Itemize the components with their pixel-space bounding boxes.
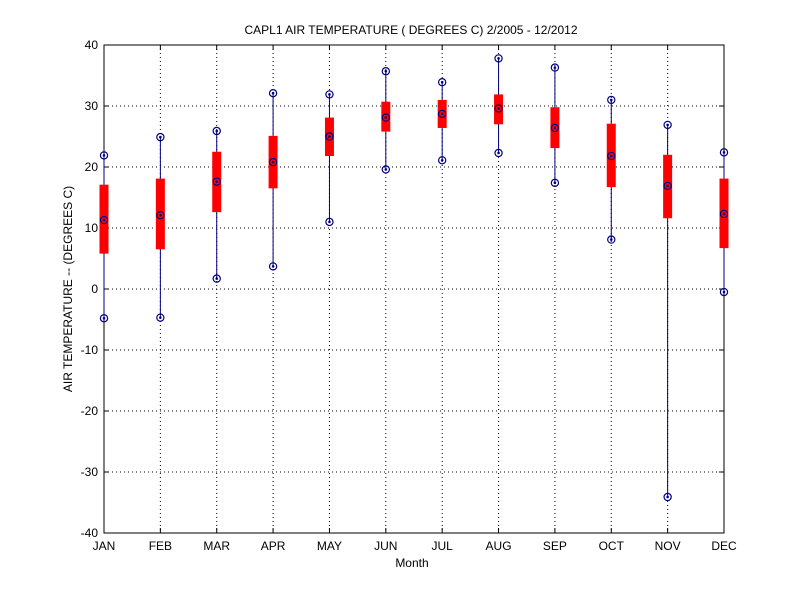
median-marker-jun xyxy=(381,113,391,122)
y-tick-label: 30 xyxy=(85,99,99,113)
min-marker-dot-jan xyxy=(102,316,106,320)
y-tick-label: -20 xyxy=(81,404,99,418)
max-marker-dot-apr xyxy=(271,91,275,95)
median-marker-sep xyxy=(550,123,560,133)
min-marker-dot-aug xyxy=(497,151,500,155)
x-tick-label: JUN xyxy=(374,539,397,553)
max-marker-dot-oct xyxy=(609,98,613,102)
median-marker-dot-oct xyxy=(609,154,613,158)
max-marker-dot-jul xyxy=(440,80,444,84)
x-tick-label: APR xyxy=(261,539,286,553)
min-marker-dot-nov xyxy=(666,495,669,499)
median-marker-feb xyxy=(156,210,165,220)
median-marker-mar xyxy=(212,177,221,186)
max-marker-dot-jan xyxy=(102,154,106,157)
max-marker-mar xyxy=(212,126,221,136)
max-marker-dot-aug xyxy=(497,57,500,60)
x-tick-label: NOV xyxy=(655,539,681,553)
x-axis-label: Month xyxy=(395,556,428,570)
max-marker-jun xyxy=(381,67,391,76)
min-marker-mar xyxy=(212,274,221,283)
max-marker-dot-sep xyxy=(553,66,557,69)
y-axis-label: AIR TEMPERATURE -- (DEGREES C) xyxy=(61,186,75,392)
max-marker-feb xyxy=(156,132,165,142)
min-marker-jul xyxy=(437,156,447,165)
median-marker-aug xyxy=(494,104,503,113)
y-tick-label: 20 xyxy=(85,160,99,174)
min-marker-dot-oct xyxy=(609,238,613,241)
x-tick-label: DEC xyxy=(711,539,737,553)
min-marker-dot-may xyxy=(328,220,331,224)
min-marker-jun xyxy=(381,165,391,174)
median-marker-jul xyxy=(437,109,447,119)
median-marker-dot-jan xyxy=(102,218,106,222)
max-marker-dot-mar xyxy=(215,129,219,133)
min-marker-dot-feb xyxy=(159,316,162,319)
max-marker-aug xyxy=(494,54,503,63)
max-marker-jul xyxy=(437,78,447,87)
median-marker-nov xyxy=(663,181,672,191)
min-marker-dot-jul xyxy=(440,158,444,162)
median-marker-dot-mar xyxy=(215,180,219,183)
median-marker-jan xyxy=(99,215,109,225)
plot-area: -40 -30 -20 -10 0 10 20 30 40 JAN FEB MAR APR MAY JUN J… xyxy=(81,38,737,553)
min-marker-jan xyxy=(99,314,109,323)
min-marker-dot-jun xyxy=(384,168,388,171)
x-tick-label: OCT xyxy=(599,539,625,553)
median-marker-dot-feb xyxy=(159,213,162,217)
max-marker-sep xyxy=(550,63,560,72)
median-marker-oct xyxy=(607,151,616,161)
y-tick-label: -30 xyxy=(81,465,99,479)
max-marker-nov xyxy=(663,120,672,130)
max-marker-jan xyxy=(99,151,109,160)
min-marker-oct xyxy=(607,235,616,244)
median-marker-dot-sep xyxy=(553,126,557,130)
median-marker-dec xyxy=(719,209,729,219)
min-marker-dot-sep xyxy=(553,181,557,185)
x-tick-label: MAR xyxy=(203,539,230,553)
median-marker-apr xyxy=(268,157,278,167)
x-tick-label: FEB xyxy=(149,539,172,553)
y-tick-label: 40 xyxy=(85,38,99,52)
min-marker-dot-dec xyxy=(722,290,726,294)
y-tick-label: -10 xyxy=(81,343,99,357)
median-marker-may xyxy=(325,132,334,141)
min-marker-dot-apr xyxy=(271,265,275,268)
min-marker-feb xyxy=(156,313,165,322)
chart-title: CAPL1 AIR TEMPERATURE ( DEGREES C) 2/200… xyxy=(244,23,577,37)
min-marker-nov xyxy=(663,492,672,502)
y-tick-label: 0 xyxy=(91,282,98,296)
median-marker-dot-apr xyxy=(271,160,275,164)
x-tick-label: JAN xyxy=(93,539,116,553)
y-tick-label: -40 xyxy=(81,526,99,540)
min-marker-may xyxy=(325,217,334,227)
y-tick-label: 10 xyxy=(85,221,99,235)
x-tick-label: JUL xyxy=(432,539,454,553)
max-marker-may xyxy=(325,90,334,99)
x-tick-label: SEP xyxy=(543,539,567,553)
max-marker-dec xyxy=(719,148,729,157)
min-marker-dot-mar xyxy=(215,277,219,280)
max-marker-dot-nov xyxy=(666,123,669,127)
median-marker-dot-dec xyxy=(722,212,726,216)
x-tick-label: MAY xyxy=(317,539,342,553)
max-marker-oct xyxy=(607,95,616,105)
max-marker-dot-jun xyxy=(384,69,388,73)
max-marker-apr xyxy=(268,88,278,98)
max-marker-dot-feb xyxy=(159,135,162,139)
min-marker-aug xyxy=(494,148,503,158)
min-marker-dec xyxy=(719,287,729,297)
median-marker-dot-aug xyxy=(497,107,500,110)
median-marker-dot-jul xyxy=(440,112,444,116)
max-marker-dot-may xyxy=(328,93,331,96)
min-marker-apr xyxy=(268,262,278,271)
median-marker-dot-may xyxy=(328,135,331,138)
median-marker-dot-jun xyxy=(384,116,388,119)
max-marker-dot-dec xyxy=(722,151,726,154)
median-marker-dot-nov xyxy=(666,184,669,188)
min-marker-sep xyxy=(550,178,560,188)
x-tick-label: AUG xyxy=(486,539,512,553)
